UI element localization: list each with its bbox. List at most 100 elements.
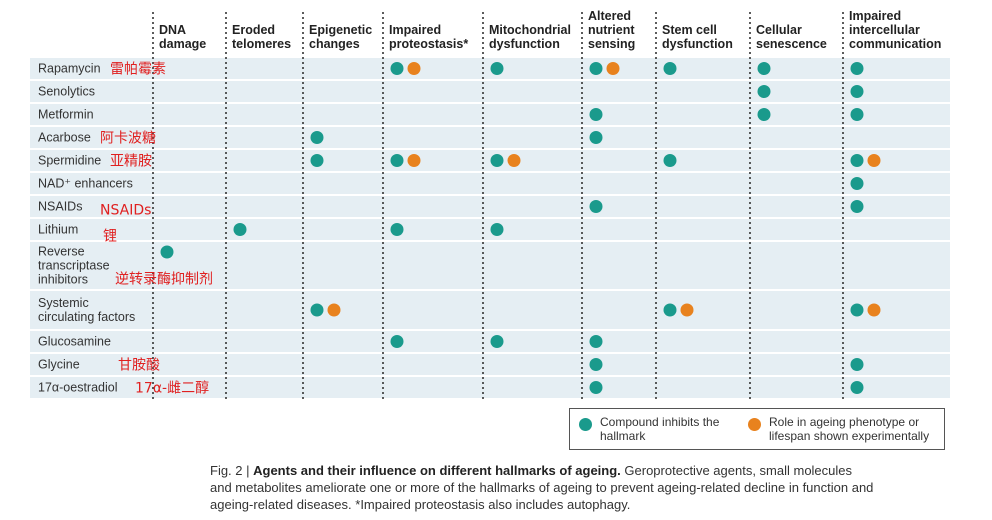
row-label: inhibitors bbox=[38, 273, 88, 287]
row-label: Senolytics bbox=[38, 85, 95, 99]
inhibits-dot bbox=[850, 62, 864, 75]
row-label: NSAIDs bbox=[38, 200, 82, 214]
row-annotation: 雷帕霉素 bbox=[110, 62, 166, 78]
teal-circle-icon bbox=[579, 418, 592, 431]
role-dot bbox=[327, 303, 341, 317]
inhibits-dot bbox=[850, 85, 864, 98]
inhibits-dot bbox=[757, 62, 771, 75]
inhibits-dot bbox=[490, 335, 504, 348]
legend-label-role: Role in ageing phenotype or lifespan sho… bbox=[769, 415, 930, 443]
inhibits-dot bbox=[850, 108, 864, 121]
inhibits-dot bbox=[310, 303, 324, 317]
row-band bbox=[30, 104, 950, 125]
inhibits-dot bbox=[589, 108, 603, 121]
row-label: Glucosamine bbox=[38, 335, 111, 349]
row-label: transcriptase bbox=[38, 259, 110, 273]
legend-label-inhibits: Compound inhibits the hallmark bbox=[600, 415, 720, 443]
inhibits-dot bbox=[589, 335, 603, 348]
column-header: Cellular bbox=[756, 23, 802, 37]
column-header: sensing bbox=[588, 37, 635, 51]
column-header: damage bbox=[159, 37, 206, 51]
inhibits-dot bbox=[850, 200, 864, 213]
inhibits-dot bbox=[589, 358, 603, 371]
inhibits-dot bbox=[390, 335, 404, 348]
inhibits-dot bbox=[757, 108, 771, 121]
row-annotation: 阿卡波糖 bbox=[100, 131, 156, 147]
column-header: Impaired bbox=[389, 23, 441, 37]
legend-item-inhibits: Compound inhibits the hallmark bbox=[579, 415, 730, 443]
caption-line-3: ageing-related diseases. *Impaired prote… bbox=[210, 497, 631, 512]
row-band bbox=[30, 219, 950, 240]
caption-title: Agents and their influence on different … bbox=[253, 463, 621, 478]
row-band bbox=[30, 291, 950, 329]
inhibits-dot bbox=[310, 131, 324, 144]
row-band bbox=[30, 81, 950, 102]
column-header: proteostasis* bbox=[389, 37, 468, 51]
inhibits-dot bbox=[663, 303, 677, 317]
role-dot bbox=[507, 154, 521, 167]
row-annotation: NSAIDs bbox=[100, 203, 151, 219]
column-header: telomeres bbox=[232, 37, 291, 51]
row-annotation: 17α-雌二醇 bbox=[135, 380, 209, 397]
row-band bbox=[30, 377, 950, 398]
inhibits-dot bbox=[589, 131, 603, 144]
inhibits-dot bbox=[589, 200, 603, 213]
row-label: Metformin bbox=[38, 108, 94, 122]
row-label: Rapamycin bbox=[38, 62, 101, 76]
inhibits-dot bbox=[663, 62, 677, 75]
column-header: Stem cell bbox=[662, 23, 717, 37]
inhibits-dot bbox=[390, 154, 404, 167]
column-header: dysfunction bbox=[489, 37, 560, 51]
inhibits-dot bbox=[310, 154, 324, 167]
column-header: Mitochondrial bbox=[489, 23, 571, 37]
column-header: Altered bbox=[588, 9, 631, 23]
inhibits-dot bbox=[490, 62, 504, 75]
row-label: NAD⁺ enhancers bbox=[38, 177, 133, 191]
caption-line-1-rest: Geroprotective agents, small molecules bbox=[620, 463, 853, 478]
caption-fig-label: Fig. 2 | bbox=[210, 463, 254, 478]
row-band bbox=[30, 331, 950, 352]
row-label: circulating factors bbox=[38, 310, 135, 324]
inhibits-dot bbox=[850, 381, 864, 394]
column-header: Impaired bbox=[849, 9, 901, 23]
row-label: Reverse bbox=[38, 245, 85, 259]
inhibits-dot bbox=[850, 358, 864, 371]
inhibits-dot bbox=[589, 62, 603, 75]
role-dot bbox=[680, 303, 694, 317]
column-header: communication bbox=[849, 37, 941, 51]
row-label: Systemic bbox=[38, 296, 89, 310]
row-band bbox=[30, 173, 950, 194]
column-header: Epigenetic bbox=[309, 23, 372, 37]
inhibits-dot bbox=[850, 177, 864, 190]
inhibits-dot bbox=[490, 223, 504, 236]
row-annotation: 甘胺酸 bbox=[118, 358, 160, 374]
column-header: DNA bbox=[159, 23, 186, 37]
legend: Compound inhibits the hallmark Role in a… bbox=[569, 408, 945, 450]
inhibits-dot bbox=[390, 223, 404, 236]
inhibits-dot bbox=[663, 154, 677, 167]
inhibits-dot bbox=[850, 303, 864, 317]
role-dot bbox=[407, 154, 421, 167]
column-header: senescence bbox=[756, 37, 827, 51]
row-annotation: 锂 bbox=[103, 229, 117, 245]
role-dot bbox=[606, 62, 620, 75]
caption-line-1: Fig. 2 | Agents and their influence on d… bbox=[210, 462, 950, 479]
row-annotation: 逆转录酶抑制剂 bbox=[115, 272, 213, 288]
row-label: 17α-oestradiol bbox=[38, 381, 118, 395]
column-header: intercellular bbox=[849, 23, 920, 37]
row-band bbox=[30, 58, 950, 79]
row-label: Lithium bbox=[38, 223, 78, 237]
orange-circle-icon bbox=[748, 418, 761, 431]
column-header: dysfunction bbox=[662, 37, 733, 51]
figure-caption: Fig. 2 | Agents and their influence on d… bbox=[210, 462, 950, 513]
column-header: changes bbox=[309, 37, 360, 51]
row-band bbox=[30, 150, 950, 171]
row-annotation: 亚精胺 bbox=[110, 154, 152, 170]
inhibits-dot bbox=[757, 85, 771, 98]
column-header: nutrient bbox=[588, 23, 635, 37]
inhibits-dot bbox=[490, 154, 504, 167]
row-band bbox=[30, 242, 950, 289]
row-band bbox=[30, 127, 950, 148]
